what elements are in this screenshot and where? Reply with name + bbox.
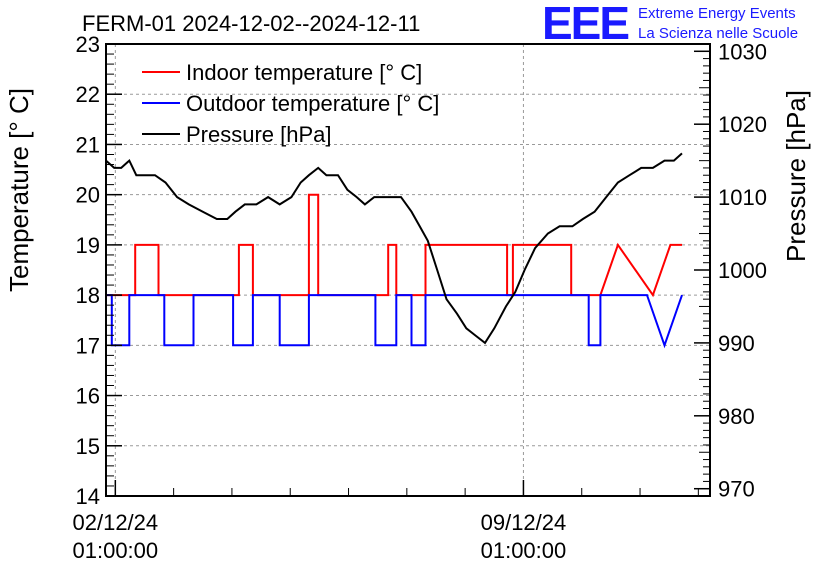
y-tick-label: 23 [76,32,100,57]
x-tick-label-date: 02/12/24 [73,510,159,535]
series-lines [105,152,683,349]
series-line-3 [105,152,683,345]
logo-mark: EEE [542,0,628,49]
y2-tick-label: 970 [718,477,755,502]
y-tick-label: 17 [76,333,100,358]
x-tick-label-time: 01:00:00 [73,538,159,563]
y2-tick-label: 1000 [718,258,767,283]
y2-tick-label: 1020 [718,112,767,137]
legend-entry: Outdoor temperature [° C] [186,91,439,116]
eee-logo: EEE Extreme Energy Events La Scienza nel… [542,0,798,49]
axes: 14 15 16 17 18 19 20 21 22 23 970 980 990 1000 1010 102… [73,32,767,563]
x-tick-label-date: 09/12/24 [481,510,567,535]
y-tick-label: 16 [76,384,100,409]
y-axis-label: Temperature [° C] [4,88,34,292]
logo-line-2: La Scienza nelle Scuole [638,25,798,42]
y2-axis-label: Pressure [hPa] [781,90,811,262]
y-tick-label: 18 [76,283,100,308]
y-tick-label: 20 [76,183,100,208]
legend-entry: Pressure [hPa] [186,122,332,147]
y2-tick-label: 980 [718,404,755,429]
y-tick-label: 14 [76,484,100,509]
logo-line-1: Extreme Energy Events [638,5,796,22]
y-tick-label: 19 [76,233,100,258]
y2-tick-label: 1030 [718,39,767,64]
y2-tick-label: 990 [718,331,755,356]
legend-entry: Indoor temperature [° C] [186,60,422,85]
y-tick-label: 21 [76,132,100,157]
y2-tick-label: 1010 [718,185,767,210]
y-tick-label: 15 [76,434,100,459]
chart-title: FERM-01 2024-12-02--2024-12-11 [82,11,420,36]
legend: Indoor temperature [° C] Outdoor temperat… [142,60,439,147]
y-tick-label: 22 [76,82,100,107]
series-line-2 [106,294,683,349]
x-tick-label-time: 01:00:00 [481,538,567,563]
